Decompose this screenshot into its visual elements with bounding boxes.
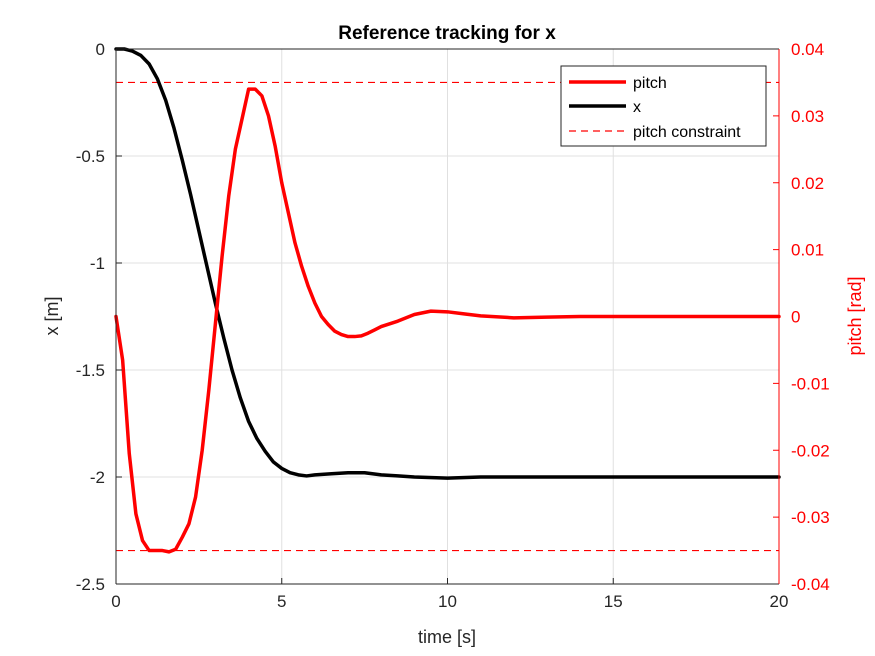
right-y-tick-label: 0 — [791, 308, 800, 327]
left-y-tick-label: -2 — [90, 468, 105, 487]
legend-label-pitch-constraint: pitch constraint — [633, 124, 741, 141]
right-y-tick-label: 0.04 — [791, 40, 824, 59]
left-y-tick-label: -2.5 — [76, 575, 105, 594]
left-y-tick-label: 0 — [96, 40, 105, 59]
right-y-axis-label: pitch [rad] — [845, 276, 865, 355]
right-y-tick-label: -0.04 — [791, 575, 830, 594]
right-y-tick-label: -0.03 — [791, 508, 830, 527]
x-tick-label: 20 — [770, 592, 789, 611]
x-tick-label: 10 — [438, 592, 457, 611]
legend-label-x: x — [633, 99, 641, 116]
right-y-tick-label: 0.02 — [791, 174, 824, 193]
legend-label-pitch: pitch — [633, 75, 667, 92]
legend: pitch x pitch constraint — [560, 65, 767, 147]
x-tick-label: 15 — [604, 592, 623, 611]
left-y-axis-label: x [m] — [42, 297, 62, 336]
x-tick-label: 5 — [277, 592, 286, 611]
left-y-tick-label: -0.5 — [76, 147, 105, 166]
tick-labels: 0 5 10 15 20 0 -0.5 -1 -1.5 -2 -2.5 0.04 0.03 0.02 0.0… — [76, 40, 830, 611]
axes — [115, 48, 780, 585]
series-line-pitch — [114, 87, 781, 554]
x-axis-label: time [s] — [418, 627, 476, 647]
left-y-tick-label: -1 — [90, 254, 105, 273]
right-y-tick-label: 0.01 — [791, 241, 824, 260]
series-line-x — [114, 47, 781, 480]
chart-title: Reference tracking for x — [338, 23, 556, 44]
right-y-tick-label: 0.03 — [791, 107, 824, 126]
x-tick-label: 0 — [111, 592, 120, 611]
right-y-tick-label: -0.01 — [791, 374, 830, 393]
right-y-tick-label: -0.02 — [791, 441, 830, 460]
left-y-tick-label: -1.5 — [76, 361, 105, 380]
